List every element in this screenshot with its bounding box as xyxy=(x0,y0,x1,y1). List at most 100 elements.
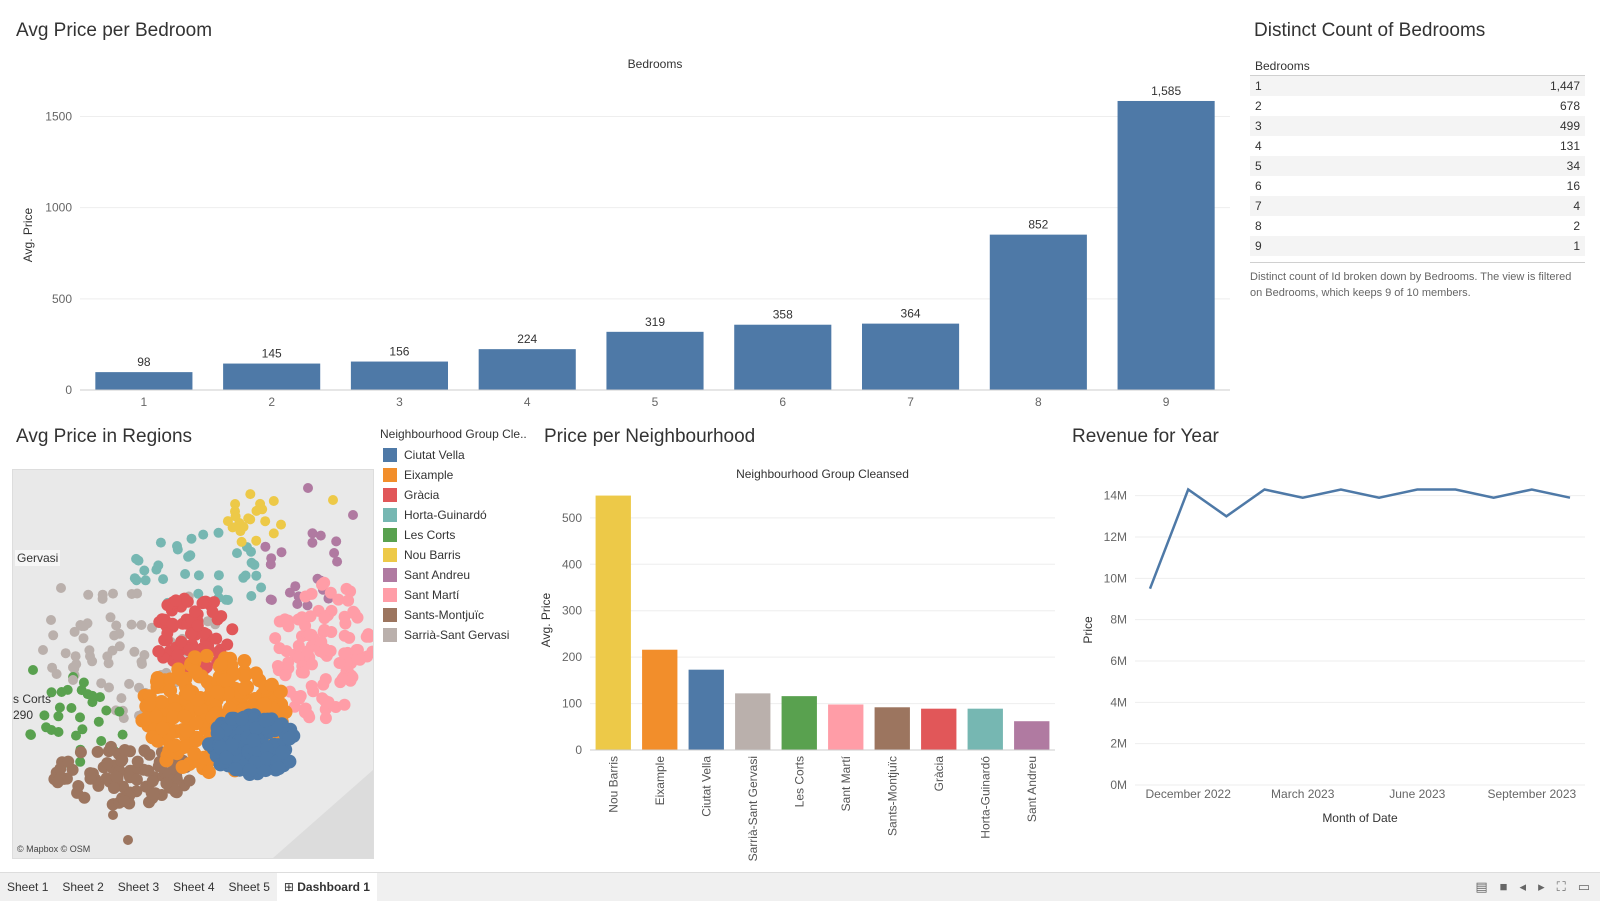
map-point[interactable] xyxy=(74,746,87,759)
bar[interactable] xyxy=(688,669,724,750)
legend-item[interactable]: Les Corts xyxy=(380,525,540,545)
map-point[interactable] xyxy=(155,721,170,736)
map-point[interactable] xyxy=(202,737,216,752)
map-point[interactable] xyxy=(338,610,351,623)
map-point[interactable] xyxy=(97,589,108,600)
map-point[interactable] xyxy=(304,610,317,623)
map-point[interactable] xyxy=(117,729,128,740)
bar[interactable] xyxy=(606,331,704,390)
map-point[interactable] xyxy=(140,575,151,586)
map-point[interactable] xyxy=(150,674,164,689)
map-point[interactable] xyxy=(123,835,133,845)
legend-item[interactable]: Nou Barris xyxy=(380,545,540,565)
map-point[interactable] xyxy=(85,651,95,662)
fullscreen-icon[interactable]: ⛶ xyxy=(1556,879,1566,894)
map-point[interactable] xyxy=(183,774,196,787)
map-point[interactable] xyxy=(243,513,254,524)
map-point[interactable] xyxy=(238,521,249,532)
map-point[interactable] xyxy=(175,635,188,648)
map-point[interactable] xyxy=(142,764,155,777)
map-point[interactable] xyxy=(75,712,85,723)
bar[interactable] xyxy=(874,707,910,750)
map-point[interactable] xyxy=(343,631,356,644)
map-point[interactable] xyxy=(325,626,338,638)
map-point[interactable] xyxy=(223,595,233,605)
map-point[interactable] xyxy=(48,630,59,641)
map-point[interactable] xyxy=(175,760,190,774)
map-point[interactable] xyxy=(118,744,131,756)
map-point[interactable] xyxy=(169,594,182,607)
map-point[interactable] xyxy=(306,658,318,671)
map-point[interactable] xyxy=(265,559,276,570)
legend-item[interactable]: Gràcia xyxy=(380,485,540,505)
map-canvas[interactable] xyxy=(13,470,373,858)
map-point[interactable] xyxy=(338,698,351,711)
map-point[interactable] xyxy=(124,678,135,689)
map-point[interactable] xyxy=(171,648,184,661)
map-point[interactable] xyxy=(180,569,191,579)
table-row[interactable]: 1 1,447 xyxy=(1250,76,1585,96)
map-point[interactable] xyxy=(191,619,204,632)
map-point[interactable] xyxy=(187,650,202,665)
map-point[interactable] xyxy=(260,516,271,527)
map-point[interactable] xyxy=(347,605,360,618)
map-point[interactable] xyxy=(71,659,82,670)
map-point[interactable] xyxy=(319,673,332,686)
map-point[interactable] xyxy=(96,736,107,746)
sheet-tab[interactable]: ⊞ Dashboard 1 xyxy=(276,873,377,901)
map-point[interactable] xyxy=(95,692,105,703)
map-point[interactable] xyxy=(139,565,150,576)
map-point[interactable] xyxy=(237,669,252,684)
map-point[interactable] xyxy=(246,591,257,601)
map-point[interactable] xyxy=(129,646,140,657)
map-point[interactable] xyxy=(293,692,306,705)
map-point[interactable] xyxy=(257,697,272,712)
map-point[interactable] xyxy=(105,612,116,623)
table-row[interactable]: 2 678 xyxy=(1250,96,1585,116)
map-point[interactable] xyxy=(129,573,140,584)
map-point[interactable] xyxy=(108,810,118,820)
map-point[interactable] xyxy=(166,738,181,753)
map-point[interactable] xyxy=(319,712,332,725)
map-point[interactable] xyxy=(222,701,237,716)
map-point[interactable] xyxy=(258,713,273,728)
map-point[interactable] xyxy=(305,680,318,692)
map-point[interactable] xyxy=(189,733,204,748)
map-point[interactable] xyxy=(237,654,252,668)
map-point[interactable] xyxy=(213,570,224,581)
map-point[interactable] xyxy=(245,489,256,500)
map-point[interactable] xyxy=(202,616,213,627)
map-point[interactable] xyxy=(242,763,257,778)
map-point[interactable] xyxy=(56,583,66,593)
map-point[interactable] xyxy=(115,755,128,767)
map-point[interactable] xyxy=(333,657,346,669)
map-point[interactable] xyxy=(126,619,137,630)
map-point[interactable] xyxy=(171,662,186,677)
map-point[interactable] xyxy=(319,643,331,656)
map-point[interactable] xyxy=(366,645,373,658)
map-point[interactable] xyxy=(316,692,329,705)
map-point[interactable] xyxy=(46,725,57,735)
legend-item[interactable]: Sant Andreu xyxy=(380,565,540,585)
present-icon[interactable]: ▭ xyxy=(1577,879,1590,894)
map-point[interactable] xyxy=(268,528,279,539)
map-point[interactable] xyxy=(75,756,86,767)
map-point[interactable] xyxy=(278,613,291,626)
bar[interactable] xyxy=(1014,721,1050,750)
map-point[interactable] xyxy=(69,626,80,637)
map-point[interactable] xyxy=(338,647,351,660)
map-point[interactable] xyxy=(114,641,125,652)
map-point[interactable] xyxy=(350,644,363,656)
map-point[interactable] xyxy=(109,630,120,641)
map-point[interactable] xyxy=(342,594,355,607)
map-point[interactable] xyxy=(188,664,203,679)
map-point[interactable] xyxy=(160,777,173,790)
map-point[interactable] xyxy=(213,657,228,672)
map-point[interactable] xyxy=(110,770,123,783)
map-point[interactable] xyxy=(163,683,178,698)
map-point[interactable] xyxy=(271,660,284,672)
legend-item[interactable]: Ciutat Vella xyxy=(380,445,540,465)
bar[interactable] xyxy=(478,349,576,390)
bar[interactable] xyxy=(862,323,960,390)
